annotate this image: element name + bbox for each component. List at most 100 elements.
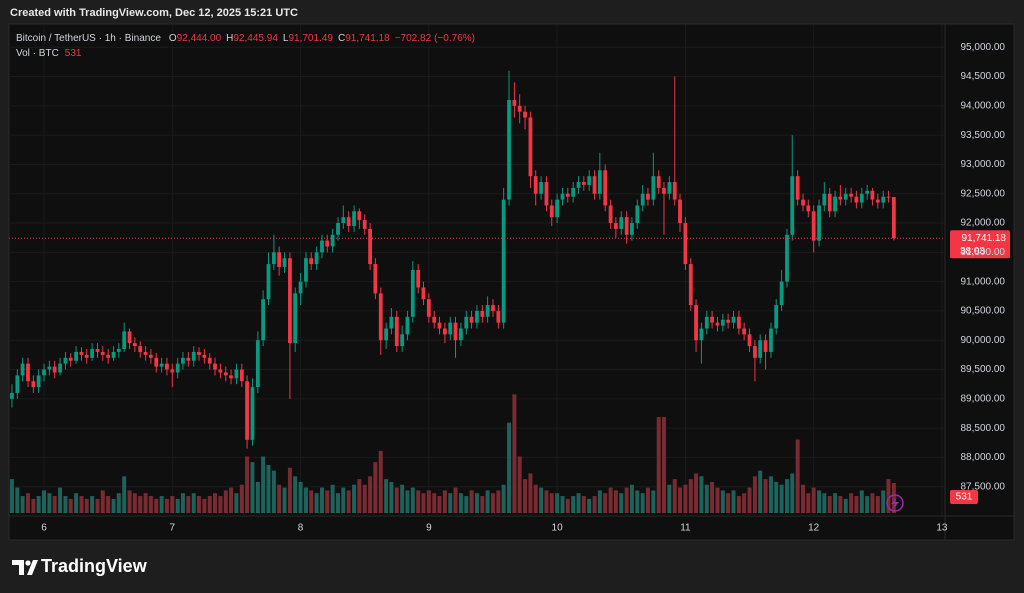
candle-body (111, 351, 116, 358)
volume-bar (368, 476, 373, 513)
volume-bar (116, 493, 121, 513)
candle-body (704, 316, 709, 329)
candle-body (42, 369, 46, 376)
y-tick-label: 90,000.00 (961, 335, 1006, 346)
candle-body (341, 217, 346, 224)
candle-body (459, 328, 463, 341)
volume-bar (79, 496, 84, 513)
candle-body (795, 176, 800, 200)
candle-body (58, 363, 62, 373)
candle-body (485, 305, 490, 317)
legend: Bitcoin / TetherUS · 1h · Binance O92,444… (16, 33, 475, 44)
candle-body (143, 351, 148, 355)
volume-bar (496, 490, 501, 513)
candle-body (635, 205, 640, 224)
candle-body (736, 316, 741, 329)
candle-body (475, 310, 479, 323)
candle-body (747, 334, 752, 347)
candle-body (501, 199, 506, 323)
volume-bar (784, 479, 789, 513)
candle-body (822, 193, 827, 206)
logo[interactable]: TradingView (12, 556, 148, 576)
volume-bar (474, 493, 479, 513)
candle-body (833, 196, 837, 212)
y-tick-label: 89,500.00 (961, 364, 1006, 375)
volume-bar (544, 490, 549, 513)
volume-bar (9, 479, 14, 513)
volume-bar (635, 490, 640, 513)
volume-bar (330, 484, 335, 513)
alert-icon[interactable] (886, 494, 904, 512)
volume-bar (138, 496, 143, 513)
candle-body (106, 354, 111, 358)
volume-bar (448, 493, 453, 513)
volume-bar (768, 476, 773, 513)
volume-bar (742, 493, 747, 513)
volume-bar (250, 462, 255, 513)
candle-body (309, 258, 314, 265)
grid (9, 25, 945, 516)
volume-bar (490, 493, 495, 513)
candle-body (838, 196, 843, 200)
x-tick-label: 9 (426, 523, 432, 534)
candle-body (68, 357, 73, 361)
candle-body (576, 182, 581, 188)
volume-bar (202, 498, 207, 513)
candle-body (496, 310, 501, 323)
volume-bar (704, 484, 709, 513)
volume-bar (512, 394, 517, 513)
logo-mark (12, 560, 24, 575)
volume-bar (854, 496, 859, 513)
candle-body (389, 316, 394, 329)
candle-body (603, 170, 608, 206)
candle-body (678, 199, 682, 224)
volume-bar (442, 490, 447, 513)
x-tick-label: 10 (552, 523, 564, 534)
volume-bar (218, 496, 223, 513)
volume-badge (950, 489, 978, 504)
y-tick-label: 87,500.00 (961, 481, 1006, 492)
volume-bar (293, 476, 298, 513)
candle-body (432, 316, 437, 323)
close-key: C (338, 33, 345, 44)
candle-body (859, 193, 864, 203)
volume-bar (865, 496, 870, 513)
y-tick-label: 88,000.00 (961, 452, 1006, 463)
volume-bar (875, 496, 880, 513)
volume-bar (801, 484, 806, 513)
candle-body (656, 176, 661, 188)
candle-body (266, 264, 271, 300)
candle-body (282, 258, 287, 267)
y-tick-label: 90,500.00 (961, 306, 1006, 317)
candles (10, 70, 896, 449)
volume-bar (378, 450, 383, 513)
volume-bar (688, 479, 693, 513)
candle-body (464, 316, 469, 329)
volume-bar (132, 493, 137, 513)
volume-bar (186, 496, 191, 513)
volume-bar (651, 490, 656, 513)
credit: Created with TradingView.com, Dec 12, 20… (10, 7, 298, 19)
candle-body (560, 193, 565, 200)
volume-bar (111, 498, 116, 513)
volume-bar (180, 493, 185, 513)
candle-body (523, 111, 527, 118)
volume-bar (458, 493, 463, 513)
candle-body (512, 99, 517, 106)
candle-body (15, 375, 20, 393)
candle-body (731, 316, 736, 323)
x-tick-label: 8 (298, 523, 304, 534)
volume-bar (309, 490, 314, 513)
candle-body (843, 193, 848, 200)
volume-bar (277, 484, 282, 513)
candle-body (239, 369, 244, 382)
candle-body (90, 349, 95, 358)
x-tick-label: 7 (170, 523, 176, 534)
candle-body (170, 369, 175, 373)
volume-bar (710, 481, 715, 513)
candle-body (36, 375, 41, 388)
candle-body (448, 322, 453, 335)
volume-bar (319, 487, 324, 513)
volume-bar (581, 496, 586, 513)
y-tick-label: 91,500.00 (961, 247, 1006, 258)
